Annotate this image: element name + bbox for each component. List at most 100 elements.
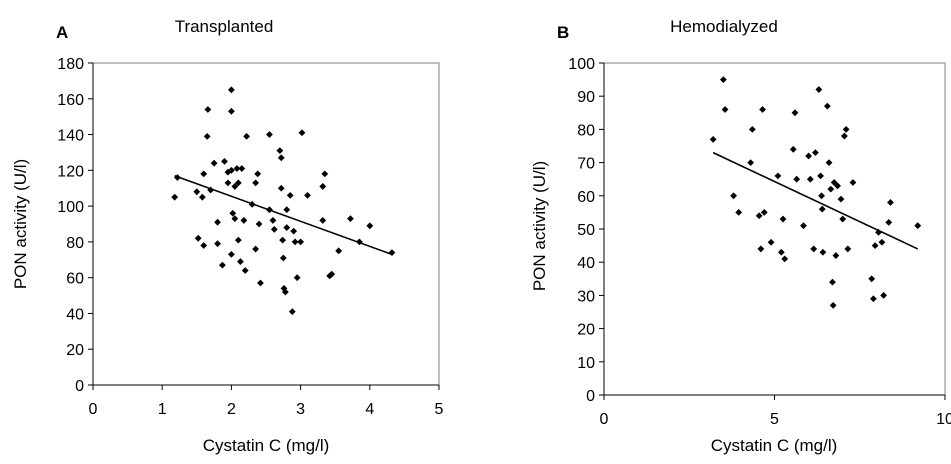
panel-a-x-axis-label: Cystatin C (mg/l) bbox=[203, 436, 330, 455]
y-tick-label: 100 bbox=[568, 56, 595, 73]
data-point bbox=[730, 192, 737, 200]
y-tick-label: 60 bbox=[577, 189, 595, 206]
y-tick-label: 30 bbox=[577, 288, 595, 305]
x-tick-label: 0 bbox=[600, 411, 609, 428]
panel-b-y-axis-label: PON activity (U/l) bbox=[530, 161, 549, 291]
data-point bbox=[868, 275, 876, 283]
panel-b-hemodialyzed: B Hemodialyzed Cystatin C (mg/l) PON act… bbox=[530, 17, 951, 455]
data-point bbox=[270, 225, 278, 233]
x-tick-label: 0 bbox=[89, 401, 98, 418]
data-point bbox=[298, 129, 306, 137]
data-point bbox=[228, 166, 235, 174]
data-point bbox=[304, 191, 311, 199]
data-point bbox=[834, 182, 841, 190]
panel-b-title: Hemodialyzed bbox=[670, 17, 778, 36]
data-point bbox=[347, 215, 354, 223]
data-point bbox=[238, 165, 246, 172]
data-point bbox=[789, 145, 797, 153]
data-point bbox=[174, 174, 181, 181]
y-tick-label: 50 bbox=[577, 222, 595, 239]
data-point bbox=[760, 209, 768, 216]
data-point bbox=[228, 86, 235, 94]
data-point bbox=[291, 238, 299, 246]
data-point bbox=[214, 240, 221, 248]
data-point bbox=[779, 215, 787, 223]
y-tick-label: 80 bbox=[66, 235, 84, 252]
data-point bbox=[321, 170, 329, 178]
data-point bbox=[815, 86, 823, 93]
panel-b-letter: B bbox=[557, 23, 569, 42]
y-tick-label: 20 bbox=[577, 322, 595, 339]
data-point bbox=[233, 165, 241, 172]
data-point bbox=[277, 154, 285, 162]
data-point bbox=[842, 126, 850, 133]
plot-area-frame bbox=[603, 62, 946, 396]
data-point bbox=[793, 175, 801, 183]
data-point bbox=[241, 267, 249, 274]
data-point bbox=[755, 212, 763, 220]
data-point bbox=[240, 217, 248, 224]
data-point bbox=[279, 254, 287, 262]
x-tick-label: 2 bbox=[227, 401, 236, 418]
data-point bbox=[887, 199, 894, 206]
data-point bbox=[248, 200, 256, 208]
y-tick-label: 90 bbox=[577, 89, 595, 106]
data-point bbox=[194, 234, 202, 242]
data-point bbox=[827, 185, 835, 193]
data-point bbox=[777, 248, 785, 256]
data-point bbox=[266, 131, 273, 138]
data-point bbox=[281, 288, 289, 296]
x-tick-label: 5 bbox=[770, 411, 779, 428]
data-point bbox=[914, 222, 922, 230]
data-point bbox=[229, 209, 237, 217]
y-tick-label: 10 bbox=[577, 355, 595, 372]
plot-area-frame bbox=[92, 62, 440, 386]
data-point bbox=[366, 222, 374, 230]
data-point bbox=[759, 106, 766, 113]
y-tick-label: 80 bbox=[577, 122, 595, 139]
data-point bbox=[234, 179, 242, 187]
data-point bbox=[224, 179, 232, 187]
data-point bbox=[849, 179, 857, 186]
data-point bbox=[293, 274, 301, 282]
data-point bbox=[818, 192, 825, 200]
data-point bbox=[875, 228, 882, 236]
y-tick-label: 120 bbox=[57, 163, 84, 180]
data-point bbox=[198, 193, 206, 201]
data-point bbox=[171, 193, 179, 201]
y-tick-label: 180 bbox=[57, 56, 84, 73]
data-point bbox=[277, 184, 285, 192]
data-point bbox=[228, 107, 235, 115]
data-point bbox=[839, 215, 847, 223]
x-tick-label: 4 bbox=[365, 401, 374, 418]
data-point bbox=[818, 205, 826, 213]
data-point bbox=[810, 245, 818, 253]
data-point bbox=[812, 149, 819, 157]
x-tick-label: 3 bbox=[296, 401, 305, 418]
data-point bbox=[210, 159, 218, 167]
data-point bbox=[356, 238, 363, 246]
data-point bbox=[837, 195, 845, 203]
data-point bbox=[297, 238, 304, 246]
y-tick-label: 0 bbox=[75, 378, 84, 395]
data-point bbox=[207, 186, 215, 194]
data-point bbox=[283, 206, 291, 214]
data-point bbox=[767, 238, 775, 246]
x-tick-label: 1 bbox=[158, 401, 167, 418]
data-point bbox=[236, 258, 244, 265]
data-point bbox=[757, 245, 765, 253]
data-point bbox=[823, 102, 831, 110]
data-point bbox=[806, 175, 814, 183]
data-point bbox=[335, 247, 343, 255]
data-point bbox=[319, 217, 327, 224]
data-point bbox=[243, 132, 251, 140]
data-point bbox=[200, 170, 208, 178]
data-point bbox=[709, 135, 717, 143]
data-point bbox=[266, 206, 273, 214]
data-point bbox=[800, 222, 807, 230]
data-point bbox=[286, 191, 294, 199]
data-point bbox=[871, 242, 879, 249]
data-point bbox=[214, 218, 221, 226]
